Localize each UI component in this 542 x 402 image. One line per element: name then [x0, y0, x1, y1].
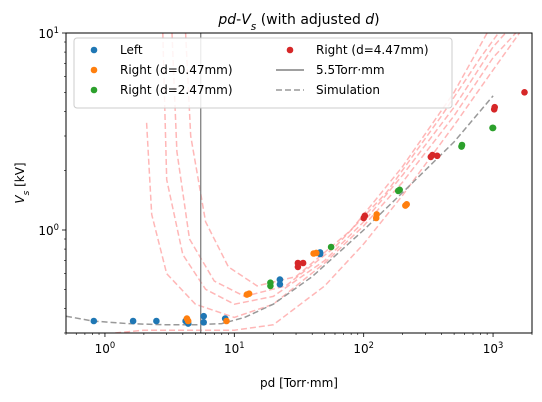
point-series2-8: [489, 124, 497, 132]
paschen-curve-3: [184, 33, 488, 287]
point-series3-4: [361, 212, 369, 220]
chart-title: pd-Vs (with adjusted d): [217, 12, 379, 33]
point-series0-1: [129, 317, 137, 325]
point-series3-10: [521, 89, 528, 96]
point-series1-4: [245, 290, 253, 298]
legend-entry: Right (d=4.47mm): [286, 43, 429, 57]
point-series3-7: [433, 152, 441, 160]
point-series2-4: [396, 186, 404, 194]
x-axis-title: pd [Torr·mm]: [260, 376, 338, 390]
legend-marker: [90, 46, 98, 54]
x-tick-label: 102: [353, 340, 374, 356]
point-series0-2: [153, 317, 160, 325]
legend-entry: Simulation: [276, 83, 380, 97]
point-series1-8: [373, 211, 381, 218]
legend-marker: [90, 66, 98, 74]
legend: Left Right (d=0.47mm) Right (d=2.47mm) Righ…: [73, 37, 453, 109]
paschen-curve-4: [115, 33, 521, 333]
point-series2-6: [458, 141, 466, 149]
point-series3-2: [299, 259, 307, 267]
point-series3-1: [294, 259, 302, 267]
point-series3-9: [491, 103, 499, 111]
x-tick-label: 103: [483, 340, 504, 356]
legend-label: Right (d=0.47mm): [120, 63, 233, 77]
point-series0-5: [200, 319, 207, 326]
legend-label: 5.5Torr·mm: [316, 63, 385, 77]
legend-entry: Left: [90, 43, 143, 57]
plot-area: [66, 33, 528, 333]
point-series1-10: [403, 201, 411, 208]
point-series0-0: [90, 317, 98, 325]
paschen-curve-1: [162, 33, 507, 305]
point-series0-6: [200, 312, 207, 320]
legend-label: Simulation: [316, 83, 380, 97]
point-series0-9: [276, 276, 284, 283]
x-tick-label: 100: [95, 340, 116, 356]
legend-label: Right (d=2.47mm): [120, 83, 233, 97]
legend-label: Left: [120, 43, 143, 57]
y-tick-label: 101: [38, 25, 59, 41]
legend-marker: [286, 46, 294, 54]
plot-frame: [65, 32, 533, 334]
x-tick-label: 101: [224, 340, 245, 356]
point-series1-1: [184, 317, 192, 325]
point-series2-1: [267, 279, 274, 287]
point-series1-6: [313, 249, 320, 257]
legend-entry: 5.5Torr·mm: [276, 63, 385, 77]
legend-box: [73, 37, 453, 109]
point-series0-8: [276, 281, 284, 288]
paschen-curve-2: [171, 33, 500, 298]
y-axis-title: Vs [kV]: [13, 162, 32, 203]
legend-label: Right (d=4.47mm): [316, 43, 429, 57]
axes: 100 101 102 103 100 101: [38, 25, 533, 356]
legend-entry: Right (d=0.47mm): [90, 63, 233, 77]
y-tick-label: 100: [38, 222, 59, 238]
point-series1-2: [223, 317, 230, 325]
paschen-curve-0: [145, 33, 517, 319]
legend-marker: [90, 86, 98, 94]
legend-entry: Right (d=2.47mm): [90, 83, 233, 97]
point-series2-2: [327, 243, 335, 251]
simulation-line: [66, 95, 494, 326]
